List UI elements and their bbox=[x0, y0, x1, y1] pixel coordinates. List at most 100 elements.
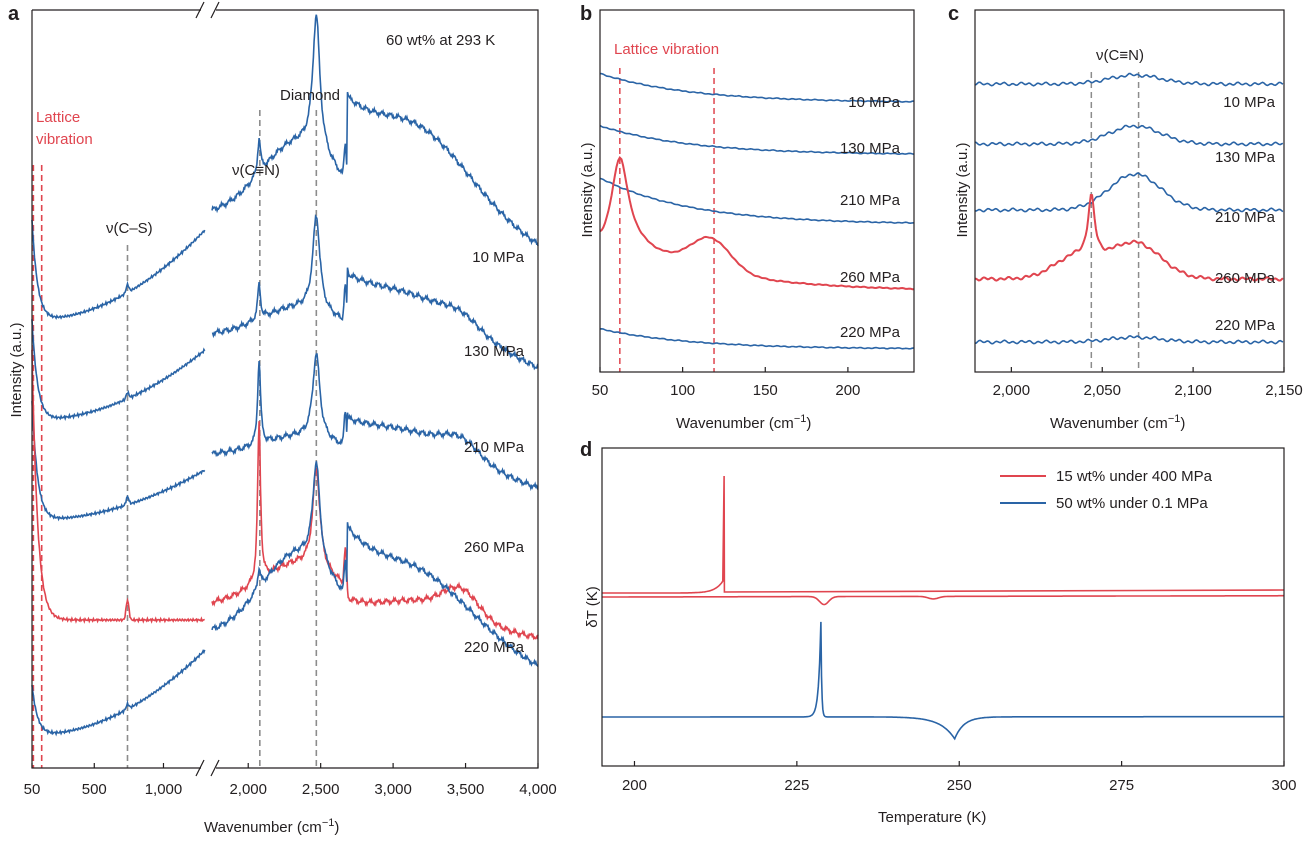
panel-c-xtick-label-2000: 2,000 bbox=[993, 382, 1031, 399]
panel-a-annotation: 60 wt% at 293 K bbox=[386, 32, 495, 49]
panel-b-frame bbox=[599, 9, 915, 373]
panel-a-xtick-label-3000: 3,000 bbox=[374, 781, 412, 798]
panel-c-series-label-220-mpa: 220 MPa bbox=[1215, 317, 1276, 334]
panel-b-xtick-label-50: 50 bbox=[592, 382, 609, 399]
panel-d-legend: 15 wt% under 400 MPa 50 wt% under 0.1 MPa bbox=[1000, 468, 1213, 512]
panel-c-series-label-210-mpa: 210 MPa bbox=[1215, 209, 1276, 226]
panel-c-frame bbox=[974, 9, 1285, 373]
panel-a-axis-break-0 bbox=[195, 1, 220, 19]
panel-b-xtick-label-100: 100 bbox=[670, 382, 695, 399]
panel-a-xtick-label-3500: 3,500 bbox=[447, 781, 485, 798]
cn-peak-label: ν(C≡N) bbox=[232, 162, 280, 179]
panel-a-axis-break-1 bbox=[195, 759, 220, 777]
panel-d-xtick-label-200: 200 bbox=[622, 777, 647, 794]
panel-a-series-label-130-mpa: 130 MPa bbox=[464, 343, 525, 360]
panel-c-guides bbox=[1090, 72, 1140, 372]
panel-c-series-label-130-mpa: 130 MPa bbox=[1215, 149, 1276, 166]
panel-a-line-10-mpa-low bbox=[31, 219, 206, 320]
panel-d-xtick-label-250: 250 bbox=[947, 777, 972, 794]
panel-b-line-220-mpa bbox=[599, 327, 915, 350]
panel-a-line-220-mpa-high bbox=[211, 461, 539, 668]
panel-d-line-red-cooling bbox=[602, 475, 1285, 594]
panel-a-xtick-label-500: 500 bbox=[82, 781, 107, 798]
panel-c-curves bbox=[974, 72, 1284, 345]
panel-a-curves bbox=[31, 14, 539, 737]
panel-a-series-label-220-mpa: 220 MPa bbox=[464, 639, 525, 656]
panel-c-line-130-mpa bbox=[974, 124, 1284, 147]
panel-a-line-220-mpa-low bbox=[31, 648, 206, 737]
panel-b-xtick-label-150: 150 bbox=[753, 382, 778, 399]
panel-a-line-260-mpa-low bbox=[31, 349, 205, 624]
panel-c: 2,000 2,050 2,100 2,150 10 MPa 130 MPa 210 MP… bbox=[954, 9, 1303, 432]
panel-a-guides bbox=[32, 110, 318, 768]
panel-a-xtick-label-4000: 4,000 bbox=[519, 781, 557, 798]
panel-a: 50 500 1,000 2,000 2,500 3,000 3,500 4,000 10 M… bbox=[8, 1, 557, 836]
panel-c-ticks: 2,000 2,050 2,100 2,150 bbox=[993, 367, 1303, 399]
panel-d-label: d bbox=[580, 439, 592, 461]
panel-c-annotation: ν(C≡N) bbox=[1096, 47, 1144, 64]
panel-a-line-210-mpa-low bbox=[31, 401, 206, 522]
panel-d-xlabel: Temperature (K) bbox=[878, 809, 986, 826]
panel-a-frame-right bbox=[216, 9, 539, 769]
panel-b-label: b bbox=[580, 3, 592, 25]
panel-d-line-red-heating bbox=[602, 594, 1284, 606]
panel-d-legend-label-blue: 50 wt% under 0.1 MPa bbox=[1056, 495, 1208, 512]
diamond-peak-label: Diamond bbox=[280, 87, 340, 104]
panel-c-xlabel: Wavenumber (cm−1) bbox=[1050, 413, 1185, 432]
panel-c-xtick-label-2150: 2,150 bbox=[1265, 382, 1303, 399]
panel-d-xtick-label-300: 300 bbox=[1271, 777, 1296, 794]
panel-b-series-labels: 10 MPa 130 MPa 210 MPa 260 MPa 220 MPa bbox=[840, 94, 901, 341]
panel-b-ylabel: Intensity (a.u.) bbox=[579, 142, 596, 237]
panel-d-xtick-label-275: 275 bbox=[1109, 777, 1134, 794]
panel-b-curves bbox=[599, 72, 915, 350]
panel-b-annotation: Lattice vibration bbox=[614, 41, 719, 58]
panel-a-ylabel: Intensity (a.u.) bbox=[8, 322, 25, 417]
panel-a-line-210-mpa-high bbox=[211, 353, 539, 492]
panel-c-line-210-mpa bbox=[975, 172, 1284, 213]
panel-b-xtick-label-200: 200 bbox=[835, 382, 860, 399]
panel-c-xtick-label-2050: 2,050 bbox=[1083, 382, 1121, 399]
panel-d-legend-label-red: 15 wt% under 400 MPa bbox=[1056, 468, 1213, 485]
panel-a-xlabel: Wavenumber (cm−1) bbox=[204, 817, 339, 836]
panel-a-xtick-label-2000: 2,000 bbox=[229, 781, 267, 798]
panel-b: 50 100 150 200 10 MPa 130 MPa 210 MPa 260 MPa 2… bbox=[579, 9, 915, 432]
panel-a-series-label-10-mpa: 10 MPa bbox=[472, 249, 524, 266]
panel-c-series-label-260-mpa: 260 MPa bbox=[1215, 270, 1276, 287]
panel-b-guides bbox=[619, 68, 715, 372]
panel-b-ticks: 50 100 150 200 bbox=[592, 367, 860, 399]
panel-a-ticks: 50 500 1,000 2,000 2,500 3,000 3,500 4,000 bbox=[24, 763, 557, 798]
panel-a-line-130-mpa-low bbox=[31, 319, 206, 422]
panel-a-series-label-260-mpa: 260 MPa bbox=[464, 539, 525, 556]
panel-a-label: a bbox=[8, 3, 20, 25]
panel-a-line-10-mpa-high bbox=[211, 14, 539, 247]
cs-peak-label: ν(C–S) bbox=[106, 220, 153, 237]
panel-a-frame bbox=[31, 1, 539, 777]
panel-c-series-label-10-mpa: 10 MPa bbox=[1223, 94, 1275, 111]
panel-a-xtick-label-2500: 2,500 bbox=[302, 781, 340, 798]
panel-b-xlabel: Wavenumber (cm−1) bbox=[676, 413, 811, 432]
panel-c-line-260-mpa bbox=[974, 194, 1284, 282]
panel-a-line-130-mpa-high bbox=[211, 214, 539, 371]
panel-b-series-label-210-mpa: 210 MPa bbox=[840, 192, 901, 209]
panel-a-xtick-label-1000: 1,000 bbox=[145, 781, 183, 798]
panel-b-series-label-130-mpa: 130 MPa bbox=[840, 140, 901, 157]
panel-c-line-10-mpa bbox=[974, 72, 1284, 87]
panel-a-xtick-label-50: 50 bbox=[24, 781, 41, 798]
panel-d-line-blue bbox=[602, 621, 1284, 741]
panel-c-label: c bbox=[948, 3, 959, 25]
panel-d-curves bbox=[602, 475, 1285, 741]
panel-a-line-260-mpa-high bbox=[211, 421, 539, 641]
panel-d-ylabel: δT (K) bbox=[584, 586, 601, 627]
panel-d-xtick-label-225: 225 bbox=[784, 777, 809, 794]
panel-b-series-label-260-mpa: 260 MPa bbox=[840, 269, 901, 286]
lattice-label-line2: vibration bbox=[36, 131, 93, 148]
panel-c-series-labels: 10 MPa 130 MPa 210 MPa 260 MPa 220 MPa bbox=[1215, 94, 1276, 334]
panel-c-xtick-label-2100: 2,100 bbox=[1174, 382, 1212, 399]
panel-d-frame bbox=[601, 447, 1285, 767]
panel-c-line-220-mpa bbox=[974, 334, 1284, 345]
panel-b-line-130-mpa bbox=[599, 124, 915, 156]
panel-d: 200 225 250 275 300 15 wt% under 400 MPa 50 w… bbox=[584, 447, 1297, 826]
panel-a-series-labels: 10 MPa 130 MPa 210 MPa 260 MPa 220 MPa bbox=[464, 249, 525, 656]
panel-b-line-260-mpa bbox=[599, 155, 914, 291]
